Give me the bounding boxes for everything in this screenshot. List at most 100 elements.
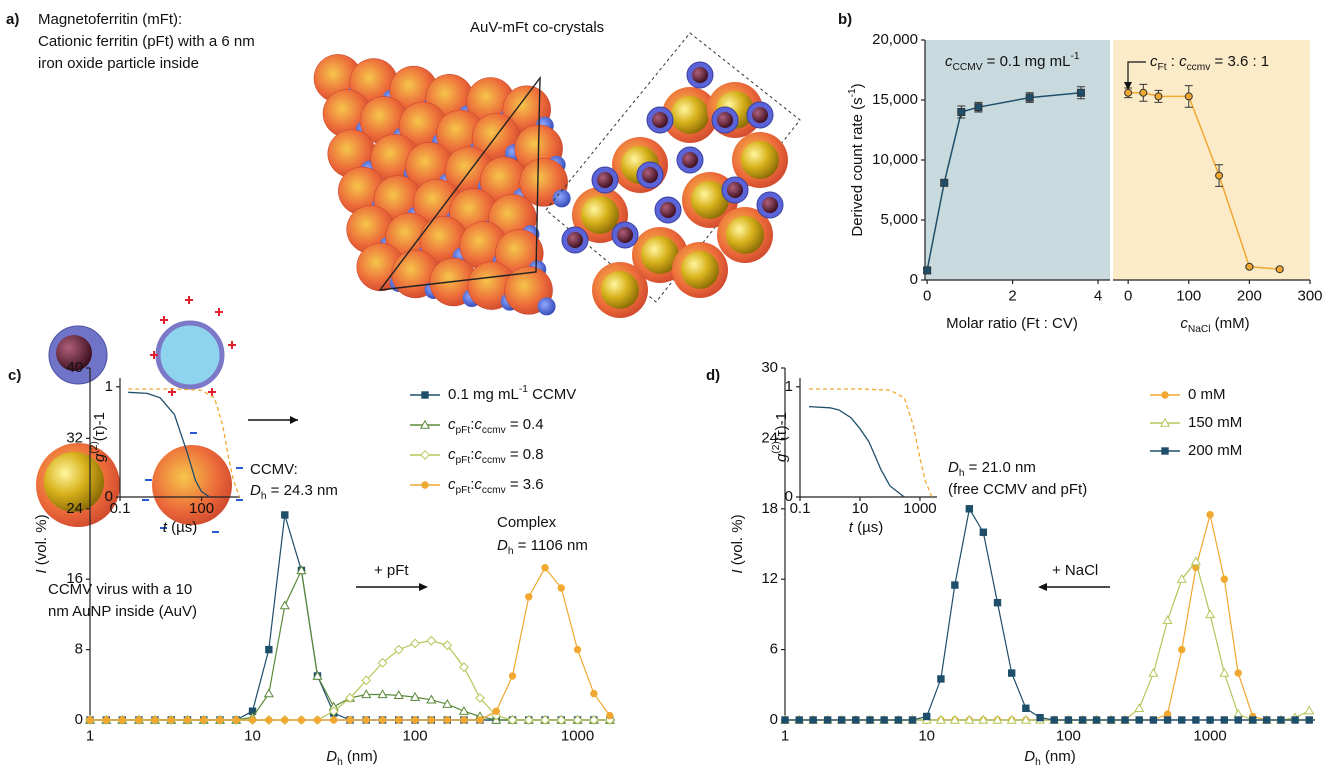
y-tick-label: 8 <box>75 641 83 658</box>
y-axis-label: I (vol. %) <box>729 514 746 573</box>
text-part: (τ)-1 <box>91 412 108 441</box>
y-tick-label: 40 <box>66 359 83 376</box>
text-part: CCMV <box>528 386 576 403</box>
text-part: = 24.3 nm <box>267 482 338 499</box>
text-part: D <box>1024 748 1035 765</box>
x-axis-label: Dh (nm) <box>1024 748 1076 768</box>
marker <box>508 672 517 680</box>
marker <box>590 689 598 698</box>
marker <box>866 716 874 724</box>
iron-core <box>752 107 768 123</box>
illustration <box>36 32 801 533</box>
gold-core <box>691 181 729 219</box>
marker <box>248 716 257 724</box>
y-axis-label: I (vol. %) <box>33 514 50 573</box>
marker <box>135 716 143 724</box>
marker <box>557 584 565 592</box>
marker <box>1233 708 1244 718</box>
text-part: h <box>959 468 965 479</box>
annotation: Dh = 21.0 nm <box>948 459 1036 479</box>
x-tick-label: 0.1 <box>790 500 811 517</box>
text-part: : <box>470 446 474 463</box>
iron-core <box>762 197 778 213</box>
text-part: t <box>163 519 168 536</box>
illustration-text: CCMV virus with a 10 <box>48 581 192 598</box>
y-tick-label: 1 <box>785 378 793 395</box>
text-part: : <box>1167 53 1180 70</box>
iron-core <box>717 112 733 128</box>
auv-core <box>44 452 104 512</box>
y-tick-label: 0 <box>785 488 793 505</box>
text-part: c <box>1179 53 1187 70</box>
panel-label: a) <box>6 11 19 28</box>
x-axis-label: Molar ratio (Ft : CV) <box>946 315 1078 332</box>
marker <box>475 693 485 703</box>
x-tick-label: 100 <box>1056 727 1081 744</box>
marker <box>1163 716 1172 724</box>
gold-core <box>601 271 639 309</box>
crystal <box>313 54 571 316</box>
text-part: ) <box>849 83 866 88</box>
text-part: g <box>91 453 108 462</box>
y-tick-label: 0 <box>910 271 918 288</box>
iron-core <box>692 67 708 83</box>
text-part: ccmv <box>482 455 507 466</box>
marker <box>937 675 945 683</box>
text-part: = 0.4 <box>506 416 544 433</box>
marker <box>1154 92 1163 101</box>
text-part: h <box>508 546 514 557</box>
iron-core <box>597 172 613 188</box>
marker <box>460 716 468 724</box>
annotation: Complex <box>497 514 557 531</box>
annotation: (free CCMV and pFt) <box>948 481 1087 498</box>
marker <box>426 635 437 646</box>
panel-label: b) <box>838 11 852 28</box>
series-line <box>785 507 1310 721</box>
marker <box>588 715 599 725</box>
y-tick-label: 16 <box>66 570 83 587</box>
y-tick-label: 1 <box>105 378 113 395</box>
marker <box>1148 667 1159 677</box>
x-tick-label: 10 <box>244 727 261 744</box>
y-tick-label: 12 <box>761 570 778 587</box>
marker <box>1161 391 1169 399</box>
marker <box>974 103 983 112</box>
marker <box>86 716 94 724</box>
text-part: : <box>470 476 474 493</box>
annotation: CCMV: <box>250 461 298 478</box>
y-tick-label: 15,000 <box>872 91 918 108</box>
marker <box>852 716 860 724</box>
iron-core <box>727 182 743 198</box>
marker <box>393 644 404 655</box>
text-part: pFt <box>456 455 471 466</box>
text-part: ccmv <box>482 425 507 436</box>
marker <box>411 716 419 724</box>
marker <box>1234 669 1242 677</box>
text-part: (vol. %) <box>729 514 746 569</box>
text-part: h <box>337 757 343 768</box>
marker <box>922 712 931 721</box>
marker <box>1007 669 1016 677</box>
y-tick-label: 0 <box>75 711 83 728</box>
marker <box>1139 88 1148 97</box>
marker <box>979 528 988 536</box>
marker <box>395 716 403 724</box>
text-part: c <box>1180 315 1188 332</box>
text-part: = 0.8 <box>506 446 544 463</box>
marker <box>296 565 307 575</box>
y-tick-label: 10,000 <box>872 151 918 168</box>
y-tick-label: 24 <box>761 429 778 446</box>
text-part: (2) <box>89 441 100 453</box>
marker <box>1206 716 1214 724</box>
annotation: cFt : cccmv = 3.6 : 1 <box>1150 53 1269 73</box>
x-tick-label: 1000 <box>561 727 594 744</box>
text-part: Ft <box>1158 62 1167 73</box>
marker <box>1206 510 1214 519</box>
marker <box>458 705 470 715</box>
y-tick-label: 0 <box>770 711 778 728</box>
text-part: = 21.0 nm <box>965 459 1036 476</box>
x-tick-label: 100 <box>403 727 428 744</box>
x-tick-label: 10 <box>852 500 869 517</box>
text-part: (µs) <box>853 519 883 536</box>
text-part: t <box>849 519 854 536</box>
